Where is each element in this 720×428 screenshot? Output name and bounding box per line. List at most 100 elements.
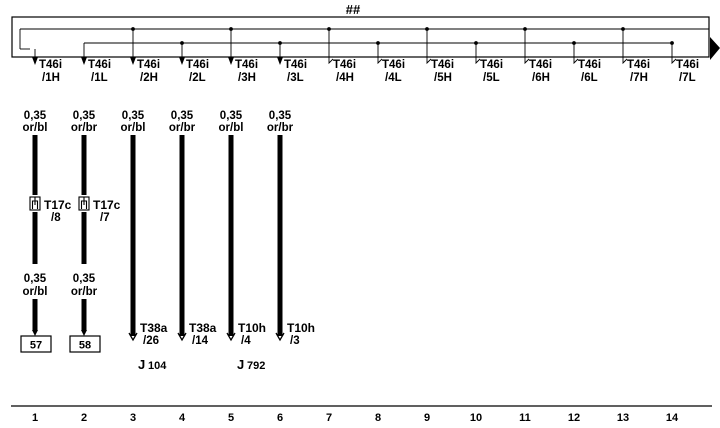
connector-pin-label: T46i [676,59,699,71]
inline-connector-sub: /8 [51,212,61,224]
connector-pin-label: T46i [529,59,552,71]
wire-end-sub: /3 [290,335,300,347]
column-number: 7 [326,412,332,424]
wire-size: 0,35 [269,110,292,122]
connector-pin-sub: /4L [385,72,402,84]
connector-pin-label: T46i [627,59,650,71]
column-number: 8 [375,412,381,424]
connector-pin-label: T46i [284,59,307,71]
inline-connector-icon [78,196,90,211]
pin-arrow-icon [228,57,234,65]
connector-pin-sub: /6H [532,72,550,84]
connector-pin-label: T46i [235,59,258,71]
connector-pin-label: T46i [480,59,503,71]
connector-pin: T46i/5L [474,41,503,84]
pin-arrow-icon [179,57,185,65]
connector-pin-label: T46i [186,59,209,71]
connector-pin: T46i/7H [621,27,650,84]
column-number: 1 [32,412,38,424]
connector-pin-sub: /1H [42,72,60,84]
wire-color: or/br [71,286,98,298]
column-number: 10 [470,412,482,424]
connector-pin-label: T46i [88,59,111,71]
connector-pin: T46i/4L [376,41,405,84]
wire-color: or/bl [121,122,146,134]
inline-connector-sub: /7 [100,212,110,224]
bus-arrow-icon [710,37,720,60]
connector-pin-sub: /7L [679,72,696,84]
connector-pin: T46i/1H [32,49,62,84]
connector-pin: T46i/4H [327,27,356,84]
inline-connector-icon [29,196,41,211]
connector-pin: T46i/3L [277,41,307,84]
connector-pin-sub: /2L [189,72,206,84]
connector-pin-sub: /5L [483,72,500,84]
column-number: 12 [568,412,580,424]
connector-pin-label: T46i [578,59,601,71]
wire-color: or/bl [219,122,244,134]
bus-label: ## [346,2,361,17]
column-number: 5 [228,412,234,424]
connector-pin-label: T46i [431,59,454,71]
wire-end-icon [275,332,285,342]
connector-pin-sub: /3H [238,72,256,84]
terminal-box: 58 [69,335,101,353]
column-number: 3 [130,412,136,424]
connector-pin: T46i/6H [523,27,552,84]
wire-color: or/bl [23,286,48,298]
wire-end-arrow-icon [32,330,38,336]
wire-end-pin: T10h [238,321,266,335]
column-number: 4 [179,412,186,424]
wire-size: 0,35 [171,110,194,122]
component-j792: J 792 [237,357,265,372]
column-number: 11 [519,412,531,424]
pin-hook-icon [622,57,628,65]
wire-size: 0,35 [220,110,243,122]
pin-hook-icon [328,57,334,65]
pin-arrow-icon [130,57,136,65]
wire-color: or/br [71,122,98,134]
wire-size: 0,35 [73,273,96,285]
pin-arrow-icon [32,57,38,65]
connector-pin-sub: /5H [434,72,452,84]
connector-pin-label: T46i [137,59,160,71]
connector-pin: T46i/2L [179,41,209,84]
inline-connector-pin: T17c [93,198,121,212]
connector-pin-sub: /6L [581,72,598,84]
wire-size: 0,35 [122,110,145,122]
connector-pin-sub: /1L [91,72,108,84]
wire-end-icon [226,332,236,342]
connector-pin: T46i/5H [425,27,454,84]
column-number: 9 [424,412,430,424]
pin-arrow-icon [277,57,283,65]
inline-connector-pin: T17c [44,198,72,212]
wire-end-pin: T38a [189,321,217,335]
component-number: 792 [247,360,265,372]
connector-pin-label: T46i [39,59,62,71]
pin-hook-icon [671,57,677,65]
component-prefix: J [138,357,145,372]
terminal-box: 57 [20,335,52,353]
column-number: 13 [617,412,629,424]
wire-size: 0,35 [73,110,96,122]
bus-bar: ## [11,2,720,60]
wire-end-arrow-icon [81,330,87,336]
wire-end-icon [177,332,187,342]
connector-pin-sub: /4H [336,72,354,84]
connector-pin: T46i/3H [228,27,258,84]
pin-hook-icon [426,57,432,65]
wire-color: or/bl [23,122,48,134]
pin-hook-icon [524,57,530,65]
wire-size: 0,35 [24,110,47,122]
connector-pin: T46i/7L [670,41,699,84]
connector-pin-label: T46i [333,59,356,71]
wire-end-sub: /4 [241,335,251,347]
component-number: 104 [148,360,167,372]
connector-pin-label: T46i [382,59,405,71]
